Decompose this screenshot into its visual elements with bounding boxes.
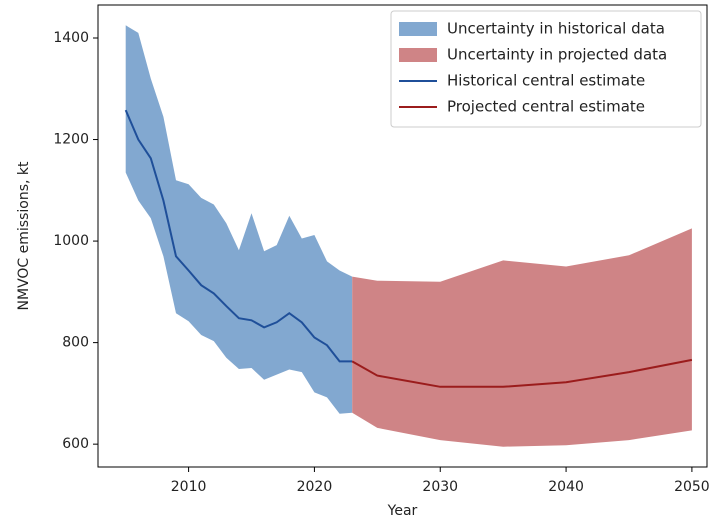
uncertainty-band — [125, 25, 353, 414]
plot-frame — [97, 4, 708, 468]
y-tick-label: 1000 — [53, 233, 89, 249]
x-tick-label: 2040 — [548, 479, 584, 495]
legend: Uncertainty in historical data Uncertaint… — [390, 10, 702, 128]
legend-swatch — [399, 48, 437, 62]
y-tick-label: 1200 — [53, 132, 89, 148]
legend-swatch — [399, 22, 437, 36]
x-tick-label: 2010 — [171, 479, 207, 495]
legend-label: Projected central estimate — [447, 98, 645, 116]
x-tick-label: 2030 — [422, 479, 458, 495]
central-line — [124, 109, 353, 363]
legend-label: Uncertainty in historical data — [447, 20, 665, 38]
legend-label: Uncertainty in projected data — [447, 46, 667, 64]
legend-label: Historical central estimate — [447, 72, 645, 90]
x-tick-label: 2050 — [674, 479, 710, 495]
y-tick-label: 800 — [62, 335, 89, 351]
uncertainty-band — [352, 228, 692, 447]
x-tick-label: 2020 — [297, 479, 333, 495]
y-tick-label: 600 — [62, 436, 89, 452]
x-axis-label: Year — [387, 503, 418, 519]
legend-box — [390, 10, 702, 128]
y-axis-label: NMVOC emissions, kt — [16, 161, 32, 310]
central-line — [351, 358, 693, 388]
y-tick-label: 1400 — [53, 30, 89, 46]
